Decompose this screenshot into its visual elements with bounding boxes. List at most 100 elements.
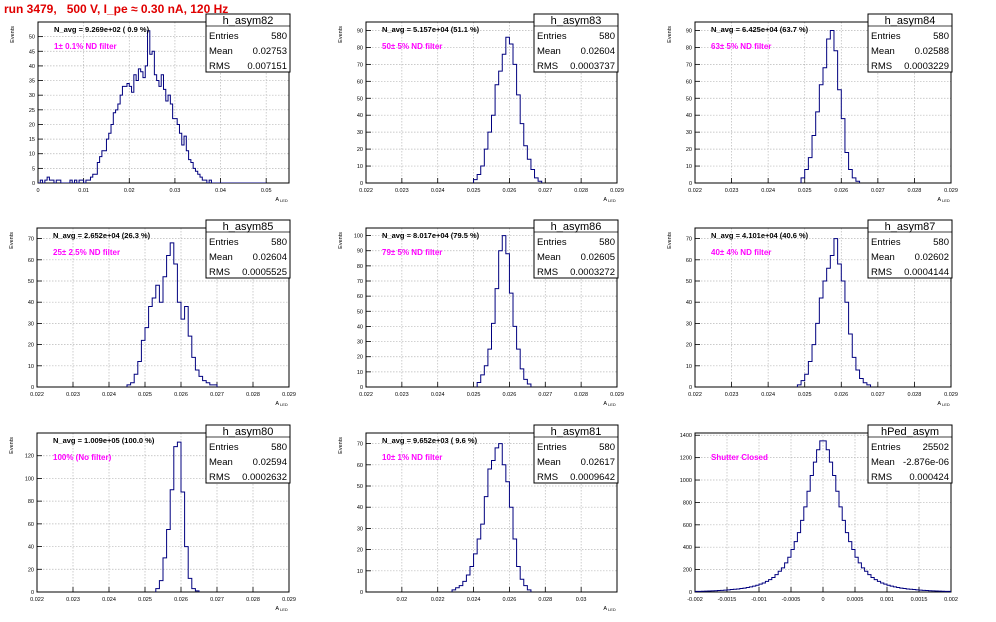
stats-box bbox=[533, 13, 619, 73]
x-tick-label: 0.023 bbox=[395, 188, 409, 194]
x-tick-label: 0.024 bbox=[102, 392, 116, 398]
stats-box bbox=[867, 219, 953, 279]
filter-label: 10± 1% ND filter bbox=[382, 453, 442, 462]
y-tick-label: 70 bbox=[357, 279, 363, 285]
x-tick-label: 0.024 bbox=[467, 597, 481, 603]
y-tick-label: 30 bbox=[357, 130, 363, 136]
stats-label: Mean bbox=[209, 457, 233, 468]
filter-label: 100% (No filter) bbox=[53, 453, 112, 462]
stats-label: Mean bbox=[871, 252, 895, 263]
histogram-line-h_asym85 bbox=[126, 242, 218, 387]
histogram-panel-h_asym86: 0.022 0.023 0.024 0.025 0.026 0.027 0.028 0.029… bbox=[338, 219, 624, 407]
stats-label: RMS bbox=[209, 267, 230, 278]
x-tick-label: 0.025 bbox=[467, 188, 481, 194]
stats-box bbox=[867, 13, 953, 73]
y-tick-label: 50 bbox=[686, 96, 692, 102]
stats-value: 580 bbox=[599, 237, 615, 248]
x-axis-label-subscript: LED bbox=[608, 607, 616, 612]
y-axis-label: Events bbox=[10, 26, 16, 43]
y-tick-label: 40 bbox=[28, 545, 34, 551]
x-tick-label: 0.002 bbox=[944, 597, 958, 603]
histogram-panel-h_asym80: 0.022 0.023 0.024 0.025 0.026 0.027 0.028 0.029… bbox=[9, 424, 296, 612]
y-tick-label: 90 bbox=[686, 28, 692, 34]
stats-value: 0.0009642 bbox=[570, 472, 615, 483]
n-avg-label: N_avg = 2.652e+04 (26.3 %) bbox=[53, 231, 151, 240]
stats-value: 580 bbox=[933, 31, 949, 42]
x-axis-label: A bbox=[937, 401, 941, 407]
x-tick-label: 0.024 bbox=[431, 188, 445, 194]
y-tick-label: 120 bbox=[25, 454, 34, 460]
y-tick-label: 15 bbox=[29, 137, 35, 143]
histogram-panel-h_asym85: 0.022 0.023 0.024 0.025 0.026 0.027 0.028 0.029… bbox=[9, 219, 296, 407]
histogram-line-h_asym87 bbox=[796, 238, 872, 387]
x-tick-label: 0.028 bbox=[246, 392, 260, 398]
y-tick-label: 60 bbox=[28, 522, 34, 528]
x-tick-label: 0.027 bbox=[210, 392, 224, 398]
x-axis-label: A bbox=[603, 606, 607, 612]
y-tick-label: 40 bbox=[28, 300, 34, 306]
histogram-line-hPed_asym bbox=[695, 440, 951, 592]
y-tick-label: 0 bbox=[360, 590, 363, 596]
stats-label: Entries bbox=[537, 237, 567, 248]
x-tick-label: 0.02 bbox=[124, 188, 135, 194]
filter-label: 40± 4% ND filter bbox=[711, 248, 771, 257]
x-tick-label: 0.026 bbox=[174, 597, 188, 603]
stats-box bbox=[205, 13, 291, 73]
y-tick-label: 5 bbox=[32, 166, 35, 172]
stats-title: hPed_asym bbox=[881, 426, 939, 438]
x-tick-label: 0.022 bbox=[688, 392, 702, 398]
stats-title: h_asym83 bbox=[551, 15, 602, 27]
y-tick-label: 50 bbox=[357, 309, 363, 315]
y-tick-label: 20 bbox=[357, 147, 363, 153]
stats-value: 0.02604 bbox=[253, 252, 287, 263]
y-tick-label: 90 bbox=[357, 249, 363, 255]
histogram-line-h_asym81 bbox=[451, 443, 532, 592]
histogram-panel-h_asym81: 0.02 0.022 0.024 0.026 0.028 0.03 0 10 20 30 40 50 6… bbox=[338, 424, 619, 612]
x-tick-label: 0.023 bbox=[66, 392, 80, 398]
stats-value: 0.02617 bbox=[581, 457, 615, 468]
y-tick-label: 100 bbox=[354, 234, 363, 240]
plot-frame bbox=[694, 227, 952, 388]
stats-label: RMS bbox=[537, 61, 558, 72]
x-axis-label: A bbox=[275, 401, 279, 407]
stats-value: 0.0003229 bbox=[904, 61, 949, 72]
stats-value: 0.02602 bbox=[915, 252, 949, 263]
stats-value: 580 bbox=[599, 31, 615, 42]
y-axis-label: Events bbox=[667, 232, 673, 249]
stats-value: 580 bbox=[271, 31, 287, 42]
run-title: run 3479, 500 V, I_pe ≈ 0.30 nA, 120 Hz bbox=[4, 2, 229, 16]
y-tick-label: 80 bbox=[357, 264, 363, 270]
y-tick-label: 80 bbox=[357, 45, 363, 51]
stats-label: RMS bbox=[537, 472, 558, 483]
y-tick-label: 60 bbox=[28, 258, 34, 264]
x-tick-label: 0.029 bbox=[282, 597, 296, 603]
stats-label: Mean bbox=[537, 457, 561, 468]
y-tick-label: 30 bbox=[29, 93, 35, 99]
x-tick-label: 0.024 bbox=[761, 188, 775, 194]
x-tick-label: 0.028 bbox=[574, 188, 588, 194]
histogram-line-h_asym83 bbox=[473, 36, 543, 183]
y-tick-label: 10 bbox=[357, 569, 363, 575]
stats-value: 0.007151 bbox=[247, 61, 287, 72]
stats-box bbox=[533, 219, 619, 279]
y-tick-label: 40 bbox=[686, 300, 692, 306]
y-tick-label: 30 bbox=[686, 130, 692, 136]
x-tick-label: 0.027 bbox=[538, 392, 552, 398]
stats-label: Entries bbox=[537, 442, 567, 453]
stats-label: RMS bbox=[209, 472, 230, 483]
stats-value: -2.876e-06 bbox=[903, 457, 949, 468]
x-axis-label-subscript: LED bbox=[280, 402, 288, 407]
plot-frame bbox=[36, 432, 290, 593]
stats-label: Mean bbox=[209, 46, 233, 57]
y-tick-label: 50 bbox=[357, 484, 363, 490]
y-tick-label: 60 bbox=[357, 463, 363, 469]
y-axis-label: Events bbox=[338, 232, 344, 249]
y-tick-label: 0 bbox=[689, 385, 692, 391]
x-tick-label: 0.027 bbox=[538, 188, 552, 194]
histogram-panel-hPed_asym: -0.002 -0.0015 -0.001 -0.0005 0 0.0005 0.001 0.… bbox=[680, 424, 958, 603]
stats-title: h_asym80 bbox=[223, 426, 274, 438]
stats-value: 0.02604 bbox=[581, 46, 615, 57]
y-tick-label: 20 bbox=[686, 147, 692, 153]
y-tick-label: 50 bbox=[357, 96, 363, 102]
x-tick-label: 0.028 bbox=[246, 597, 260, 603]
